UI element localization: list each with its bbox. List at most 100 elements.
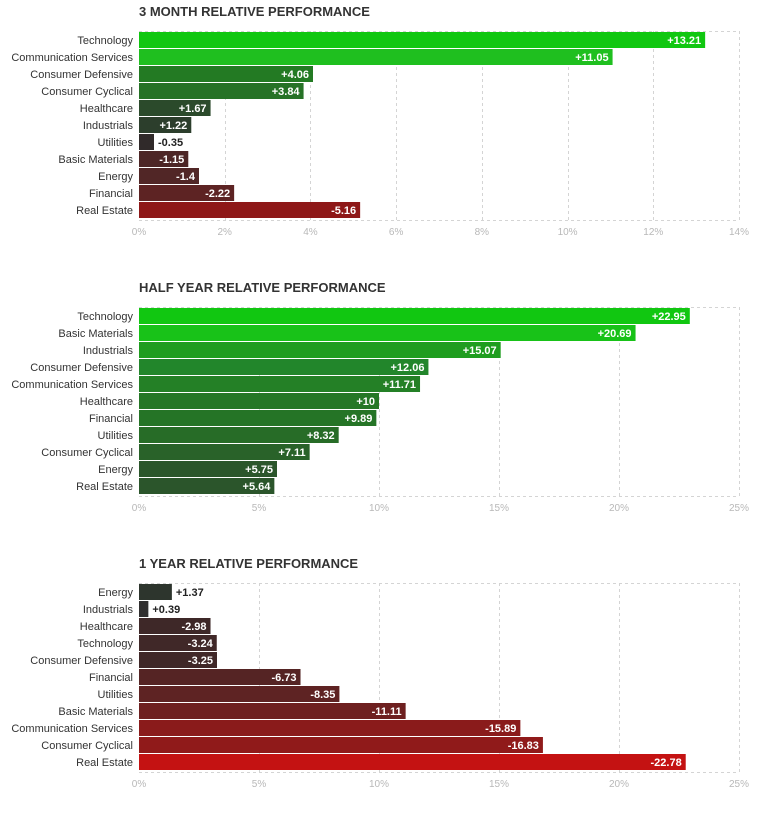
- value-label: +11.71: [383, 379, 416, 391]
- value-label: +3.84: [272, 86, 301, 98]
- bar: [139, 151, 189, 167]
- bar: [139, 49, 613, 65]
- category-label: Utilities: [98, 137, 134, 149]
- bar: [139, 754, 686, 770]
- bar: [139, 720, 521, 736]
- category-label: Utilities: [98, 430, 134, 442]
- tick-label: 10%: [369, 779, 389, 790]
- tick-label: 0%: [132, 779, 147, 790]
- bar: [139, 652, 217, 668]
- value-label: +5.64: [243, 481, 272, 493]
- bar: [139, 737, 543, 753]
- value-label: -22.78: [651, 757, 682, 769]
- tick-label: 20%: [609, 503, 629, 514]
- bar: [139, 308, 690, 324]
- chart-panel-3-month: 3 MONTH RELATIVE PERFORMANCE Technology +…: [0, 0, 757, 270]
- category-label: Communication Services: [11, 723, 133, 735]
- category-label: Communication Services: [11, 52, 133, 64]
- bar: [139, 342, 501, 358]
- bar: [139, 669, 301, 685]
- bar-chart-3-month: Technology +13.21 Communication Services +1…: [11, 31, 749, 238]
- bar: [139, 601, 149, 617]
- tick-label: 2%: [217, 227, 232, 238]
- category-label: Industrials: [83, 604, 134, 616]
- category-label: Energy: [98, 587, 133, 599]
- category-label: Consumer Defensive: [30, 362, 133, 374]
- tick-label: 10%: [369, 503, 389, 514]
- category-label: Technology: [77, 638, 133, 650]
- category-label: Consumer Defensive: [30, 69, 133, 81]
- value-label: +4.06: [281, 69, 309, 81]
- value-label: +13.21: [667, 35, 701, 47]
- category-label: Consumer Cyclical: [41, 447, 133, 459]
- tick-label: 6%: [389, 227, 404, 238]
- bar: [139, 359, 429, 375]
- chart-panel-half-year: HALF YEAR RELATIVE PERFORMANCE Technolog…: [0, 276, 757, 546]
- tick-label: 15%: [489, 503, 509, 514]
- value-label: +20.69: [598, 328, 632, 340]
- tick-label: 15%: [489, 779, 509, 790]
- bar: [139, 686, 340, 702]
- tick-label: 20%: [609, 779, 629, 790]
- value-label: +8.32: [307, 430, 335, 442]
- bar: [139, 618, 211, 634]
- value-label: +12.06: [390, 362, 424, 374]
- value-label: +1.22: [159, 120, 187, 132]
- value-label: -1.15: [159, 154, 184, 166]
- value-label: +10: [356, 396, 375, 408]
- value-label: +22.95: [652, 311, 686, 323]
- category-label: Financial: [89, 672, 133, 684]
- value-label: +7.11: [278, 447, 305, 459]
- bar: [139, 410, 377, 426]
- tick-label: 14%: [729, 227, 749, 238]
- chart-title: HALF YEAR RELATIVE PERFORMANCE: [139, 280, 386, 295]
- value-label: -6.73: [271, 672, 296, 684]
- bar: [139, 83, 304, 99]
- tick-label: 5%: [252, 503, 267, 514]
- bar: [139, 134, 154, 150]
- bar: [139, 376, 421, 392]
- value-label: -2.22: [205, 188, 230, 200]
- category-label: Consumer Cyclical: [41, 86, 133, 98]
- chart-panel-1-year: 1 YEAR RELATIVE PERFORMANCE Energy +1.37 I…: [0, 552, 757, 822]
- category-label: Communication Services: [11, 379, 133, 391]
- bar: [139, 185, 235, 201]
- category-label: Industrials: [83, 345, 134, 357]
- value-label: -16.83: [508, 740, 539, 752]
- value-label: +0.39: [152, 604, 180, 616]
- category-label: Industrials: [83, 120, 134, 132]
- bar: [139, 444, 310, 460]
- tick-label: 25%: [729, 503, 749, 514]
- bar: [139, 325, 636, 341]
- bar: [139, 168, 199, 184]
- category-label: Technology: [77, 35, 133, 47]
- bar: [139, 584, 172, 600]
- value-label: -8.35: [310, 689, 335, 701]
- value-label: +1.67: [179, 103, 207, 115]
- category-label: Utilities: [98, 689, 134, 701]
- tick-label: 5%: [252, 779, 267, 790]
- category-label: Healthcare: [80, 396, 133, 408]
- value-label: -0.35: [158, 137, 183, 149]
- chart-title: 1 YEAR RELATIVE PERFORMANCE: [139, 556, 359, 571]
- bar: [139, 703, 406, 719]
- tick-label: 0%: [132, 227, 147, 238]
- category-label: Basic Materials: [58, 706, 133, 718]
- tick-label: 10%: [558, 227, 578, 238]
- category-label: Basic Materials: [58, 328, 133, 340]
- category-label: Financial: [89, 188, 133, 200]
- chart-title: 3 MONTH RELATIVE PERFORMANCE: [139, 4, 370, 19]
- value-label: +11.05: [575, 52, 608, 64]
- category-label: Energy: [98, 464, 133, 476]
- bar: [139, 427, 339, 443]
- bar-chart-half-year: Technology +22.95 Basic Materials +20.69 Ind…: [11, 307, 749, 514]
- category-label: Consumer Cyclical: [41, 740, 133, 752]
- value-label: -5.16: [331, 205, 356, 217]
- tick-label: 8%: [475, 227, 490, 238]
- bar-chart-1-year: Energy +1.37 Industrials +0.39 Healthcare -2.…: [11, 583, 749, 790]
- category-label: Real Estate: [76, 481, 133, 493]
- bar: [139, 393, 379, 409]
- bar: [139, 66, 313, 82]
- tick-label: 0%: [132, 503, 147, 514]
- value-label: -1.4: [176, 171, 196, 183]
